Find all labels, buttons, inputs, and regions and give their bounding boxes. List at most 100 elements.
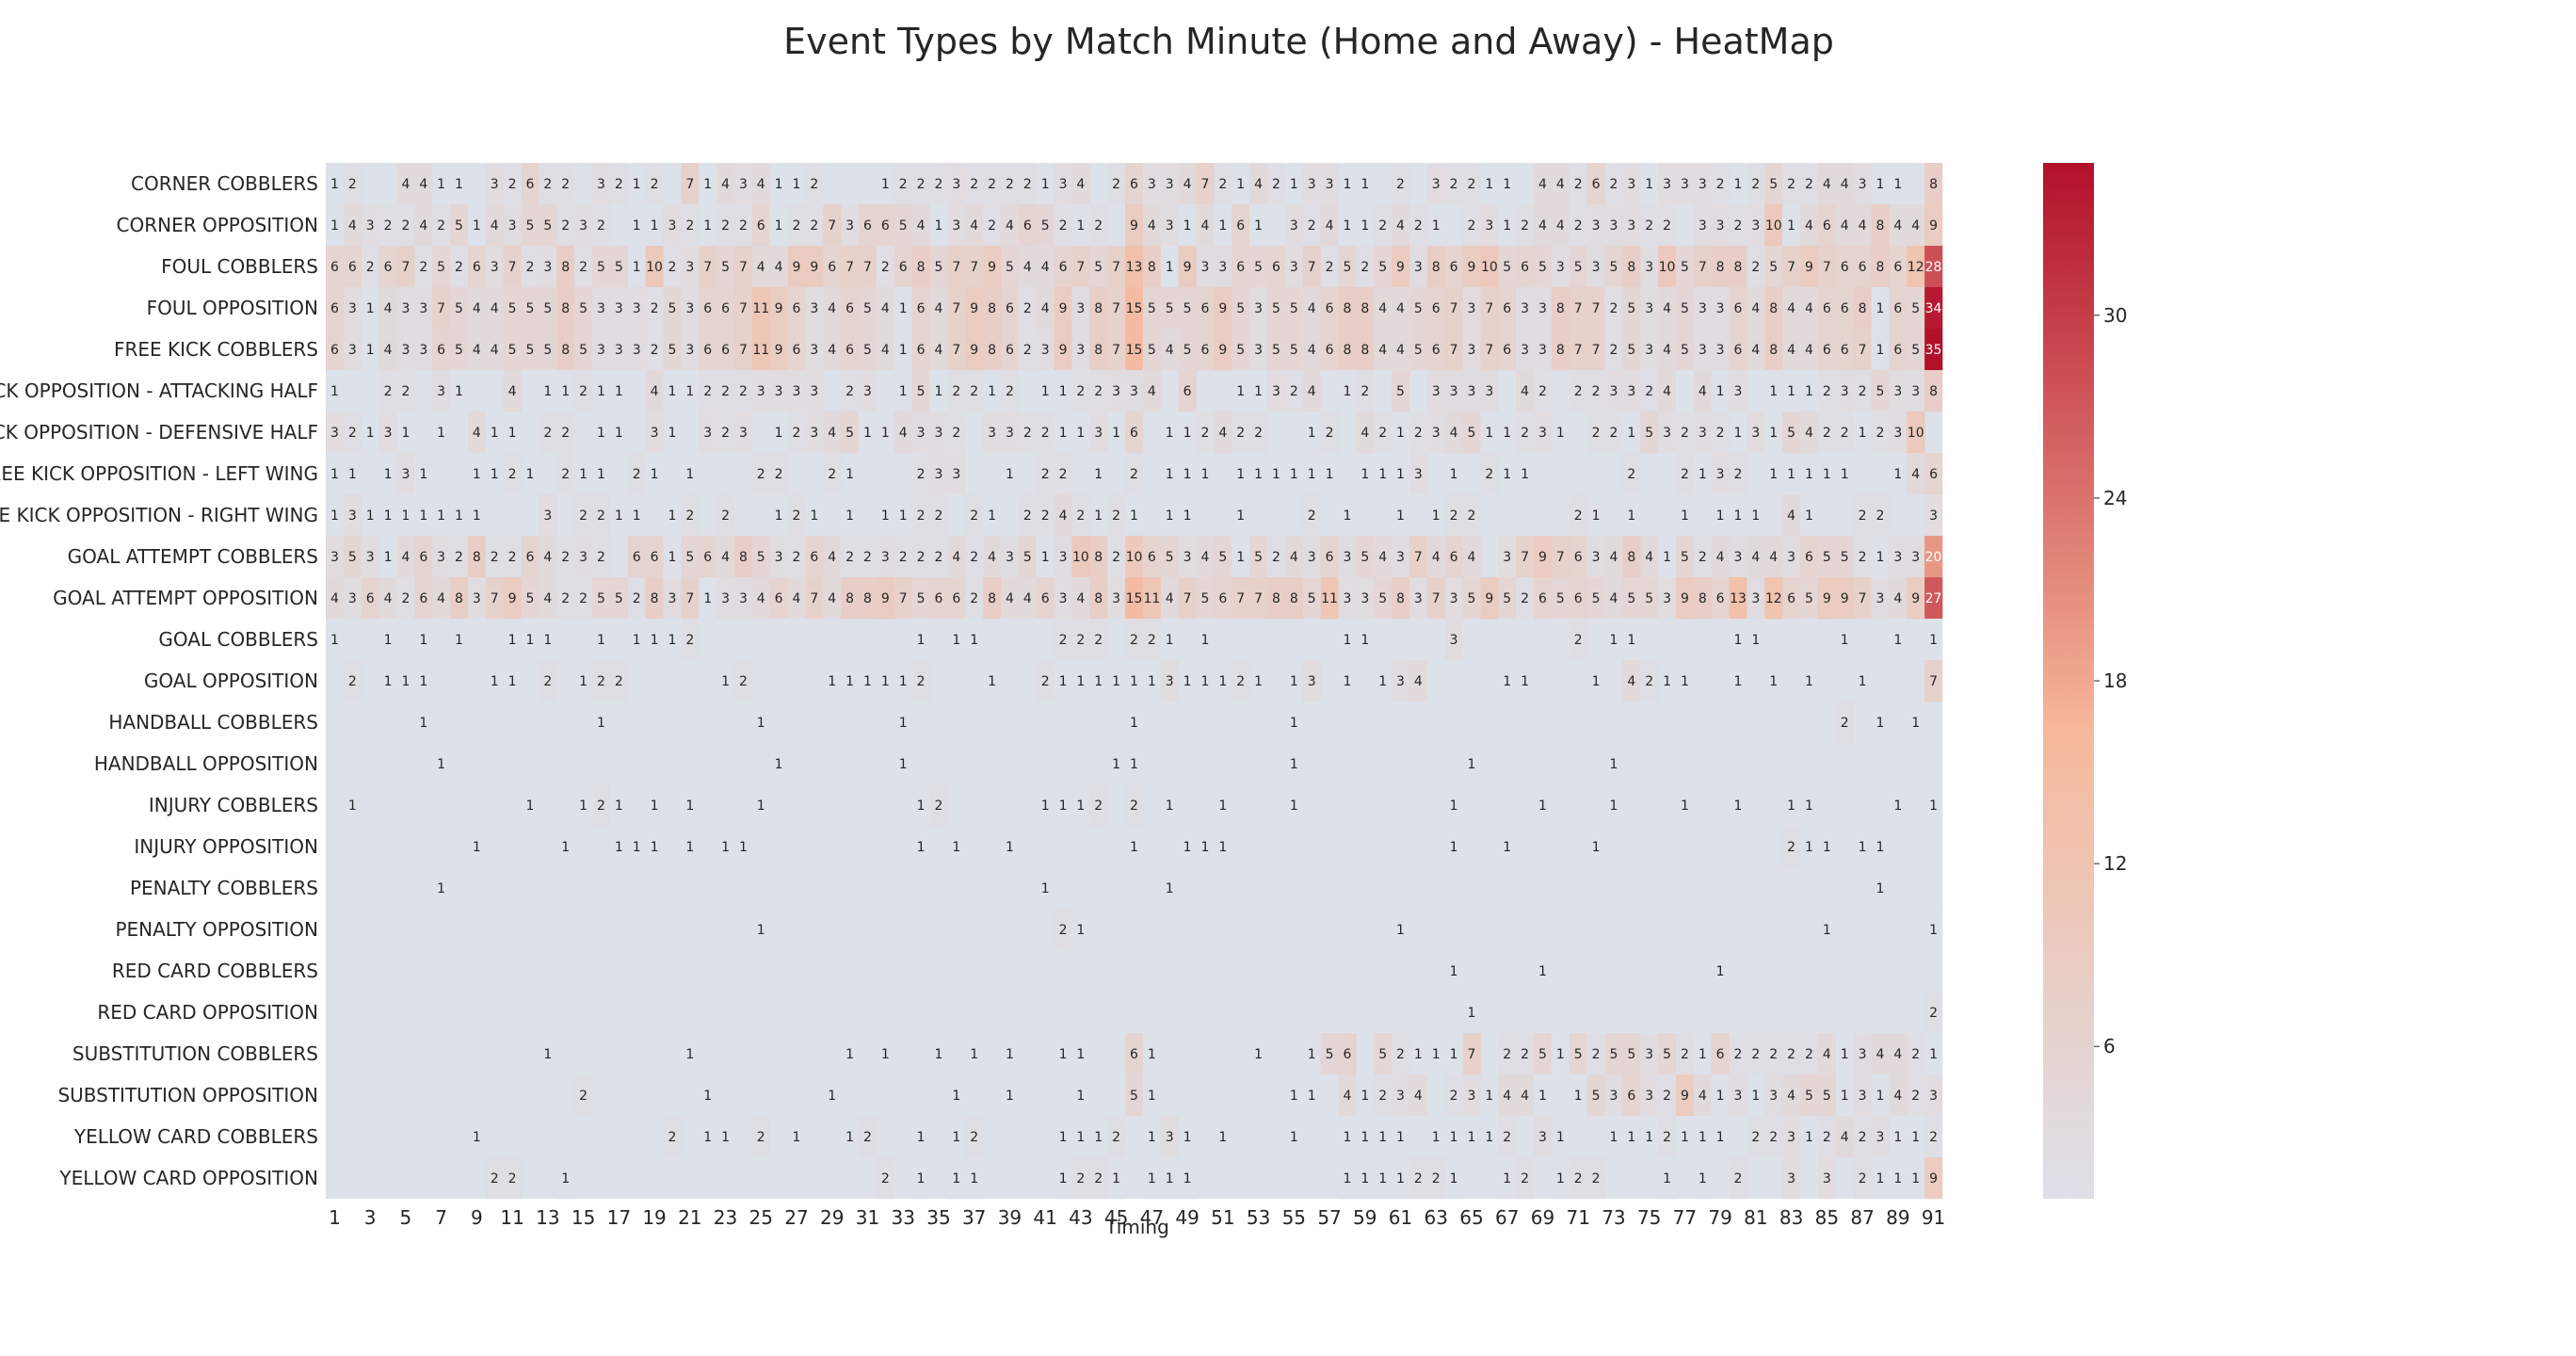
cell-value-label: 1 bbox=[1112, 426, 1120, 441]
heatmap-cell bbox=[1426, 536, 1445, 578]
heatmap-cell bbox=[1604, 163, 1623, 205]
cell-value-label: 2 bbox=[1574, 177, 1583, 192]
cell-value-label: 1 bbox=[685, 840, 694, 855]
cell-value-label: 1 bbox=[1734, 508, 1743, 524]
cell-value-label: 2 bbox=[934, 799, 942, 814]
cell-value-label: 2 bbox=[1076, 1171, 1085, 1186]
cell-value-label: 2 bbox=[1485, 467, 1493, 482]
cell-value-label: 2 bbox=[1396, 1047, 1405, 1062]
cell-value-label: 4 bbox=[491, 343, 499, 358]
heatmap-cell bbox=[1924, 329, 1943, 371]
heatmap-cell bbox=[911, 204, 930, 247]
cell-value-label: 1 bbox=[579, 674, 588, 689]
cell-value-label: 6 bbox=[721, 343, 730, 358]
cell-value-label: 1 bbox=[1805, 1130, 1813, 1145]
heatmap-cell bbox=[965, 577, 984, 620]
cell-value-label: 10 bbox=[1126, 550, 1143, 565]
heatmap-cell bbox=[1232, 412, 1250, 454]
heatmap-cell bbox=[414, 329, 433, 371]
cell-value-label: 1 bbox=[615, 384, 623, 399]
cell-value-label: 2 bbox=[952, 426, 960, 441]
heatmap-cell bbox=[787, 163, 806, 205]
heatmap-cell bbox=[1444, 784, 1463, 827]
heatmap-cell bbox=[716, 494, 735, 537]
heatmap-cell bbox=[965, 204, 984, 247]
heatmap-cell bbox=[1675, 412, 1695, 454]
cell-value-label: 5 bbox=[1805, 1089, 1813, 1104]
cell-value-label: 5 bbox=[1236, 343, 1245, 358]
cell-value-label: 2 bbox=[1112, 1130, 1120, 1145]
heatmap-cell bbox=[1392, 536, 1410, 578]
heatmap-cell bbox=[1782, 1033, 1801, 1075]
cell-value-label: 6 bbox=[1893, 301, 1902, 316]
cell-value-label: 9 bbox=[793, 260, 801, 275]
cell-value-label: 1 bbox=[1592, 674, 1601, 689]
heatmap-cell bbox=[1853, 329, 1872, 371]
heatmap-cell bbox=[432, 329, 451, 371]
cell-value-label: 6 bbox=[366, 591, 375, 606]
cell-value-label: 5 bbox=[1787, 426, 1795, 441]
heatmap-cell bbox=[1782, 1157, 1801, 1200]
heatmap-cell bbox=[1693, 1116, 1713, 1158]
x-tick-label: 71 bbox=[1566, 1206, 1589, 1229]
heatmap-cell bbox=[396, 246, 415, 288]
heatmap-cell bbox=[1640, 287, 1659, 330]
cell-value-label: 7 bbox=[1556, 550, 1565, 565]
cell-value-label: 3 bbox=[1006, 426, 1014, 441]
heatmap-cell bbox=[1747, 329, 1765, 371]
heatmap-cell bbox=[1196, 577, 1215, 620]
heatmap-cell bbox=[1782, 1074, 1801, 1117]
cell-value-label: 3 bbox=[401, 343, 410, 358]
heatmap-cell bbox=[716, 204, 735, 247]
heatmap-cell bbox=[1907, 1074, 1925, 1117]
cell-value-label: 1 bbox=[685, 384, 694, 399]
cell-value-label: 6 bbox=[526, 550, 535, 565]
heatmap-cell bbox=[1516, 1033, 1535, 1075]
row-label: FREE KICK OPPOSITION - LEFT WING bbox=[0, 462, 318, 485]
cell-value-label: 3 bbox=[1929, 508, 1938, 524]
heatmap-cell bbox=[876, 660, 895, 702]
cell-value-label: 2 bbox=[1823, 1130, 1831, 1145]
x-tick-label: 15 bbox=[572, 1206, 595, 1229]
heatmap-cell bbox=[769, 287, 788, 330]
cell-value-label: 5 bbox=[1378, 1047, 1387, 1062]
cell-value-label: 3 bbox=[917, 426, 926, 441]
heatmap-cell bbox=[1516, 370, 1535, 412]
x-tick-label: 85 bbox=[1815, 1206, 1839, 1229]
cell-value-label: 3 bbox=[1076, 343, 1085, 358]
cell-value-label: 6 bbox=[1006, 301, 1014, 316]
heatmap-cell bbox=[947, 577, 966, 620]
cell-value-label: 3 bbox=[1734, 550, 1743, 565]
heatmap-cell bbox=[911, 660, 930, 702]
heatmap-cell bbox=[1089, 1157, 1108, 1200]
cell-value-label: 4 bbox=[721, 177, 730, 192]
cell-value-label: 1 bbox=[899, 301, 908, 316]
cell-value-label: 3 bbox=[401, 301, 410, 316]
cell-value-label: 2 bbox=[1592, 384, 1601, 399]
heatmap-cell bbox=[1107, 329, 1126, 371]
cell-value-label: 1 bbox=[1343, 633, 1351, 648]
heatmap-cell bbox=[1320, 287, 1339, 330]
cell-value-label: 4 bbox=[1841, 1130, 1849, 1145]
cell-value-label: 6 bbox=[1574, 550, 1583, 565]
cell-value-label: 6 bbox=[1893, 343, 1902, 358]
cell-value-label: 2 bbox=[437, 218, 445, 234]
cell-value-label: 1 bbox=[1521, 674, 1529, 689]
heatmap-cell bbox=[769, 494, 788, 537]
cell-value-label: 1 bbox=[1699, 1130, 1707, 1145]
cell-value-label: 2 bbox=[721, 384, 730, 399]
cell-value-label: 6 bbox=[1326, 301, 1334, 316]
heatmap-cell bbox=[1089, 494, 1108, 537]
row-label: SUBSTITUTION OPPOSITION bbox=[57, 1084, 318, 1106]
heatmap-cell bbox=[1036, 204, 1055, 247]
heatmap-cell bbox=[1747, 536, 1765, 578]
heatmap-cell bbox=[1516, 453, 1535, 495]
cell-value-label: 2 bbox=[491, 550, 499, 565]
cell-value-label: 4 bbox=[1787, 301, 1795, 316]
heatmap-cell bbox=[1462, 204, 1481, 247]
heatmap-cell bbox=[343, 453, 362, 495]
heatmap-cell bbox=[645, 412, 664, 454]
heatmap-cell bbox=[1426, 1033, 1445, 1075]
cell-value-label: 2 bbox=[597, 550, 605, 565]
cell-value-label: 2 bbox=[1112, 177, 1120, 192]
